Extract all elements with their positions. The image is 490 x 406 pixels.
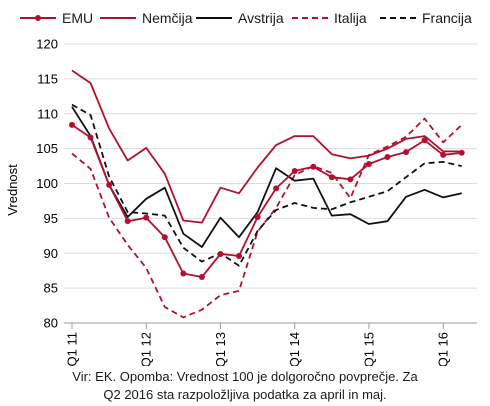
y-tick-label: 85 [44, 281, 58, 296]
legend-swatch-francija [380, 17, 416, 19]
source-note-line-2: Q2 2016 sta razpoložljiva podatka za apr… [103, 387, 387, 402]
legend-item-francija: Francija [380, 6, 472, 30]
data-point-emu [291, 167, 298, 174]
series-line-avstrija [71, 106, 462, 248]
x-axis-ticks: Q1 11 Q1 12 Q1 13 Q1 14 Q1 15 Q1 16 [65, 323, 451, 366]
legend-label-avstrija: Avstrija [238, 10, 284, 26]
source-note: Vir: EK. Opomba: Vrednost 100 je dolgoro… [0, 368, 490, 404]
data-point-emu [106, 181, 113, 188]
data-point-emu [87, 134, 94, 141]
data-point-emu [384, 153, 391, 160]
data-point-emu [458, 149, 465, 156]
legend-label-nemcija: Nemčija [142, 10, 193, 26]
x-tick-label: Q1 12 [139, 332, 154, 366]
legend-swatch-avstrija [196, 17, 232, 19]
legend-item-italija: Italija [292, 6, 367, 30]
data-point-emu [347, 176, 354, 183]
y-tick-label: 120 [36, 37, 58, 52]
data-point-emu [421, 137, 428, 144]
data-point-emu [180, 270, 187, 277]
source-note-line-1: Vir: EK. Opomba: Vrednost 100 je dolgoro… [72, 369, 418, 384]
legend-item-nemcija: Nemčija [100, 6, 193, 30]
y-tick-label: 100 [36, 176, 58, 191]
series-line-francija [71, 103, 462, 267]
data-point-emu [403, 149, 410, 156]
legend-swatch-nemcija [100, 17, 136, 19]
series-line-nem-ija [71, 69, 462, 224]
data-point-emu [143, 214, 150, 221]
x-tick-label: Q1 14 [287, 332, 302, 366]
legend-swatch-italija [292, 17, 328, 19]
legend-item-avstrija: Avstrija [196, 6, 284, 30]
legend-swatch-emu [20, 15, 56, 21]
legend-label-francija: Francija [422, 10, 472, 26]
series-line-italija [71, 117, 463, 319]
x-tick-label: Q1 13 [213, 332, 228, 366]
data-point-emu [236, 253, 243, 260]
y-axis-title: Vrednost [5, 164, 20, 216]
data-point-emu [161, 234, 168, 241]
legend-label-emu: EMU [62, 10, 94, 26]
y-tick-label: 80 [44, 316, 58, 331]
data-point-emu [310, 163, 317, 170]
legend-item-emu: EMU [20, 6, 93, 30]
data-point-emu [217, 250, 224, 257]
data-point-emu [328, 174, 335, 181]
data-point-emu [273, 185, 280, 192]
chart-gridlines [64, 43, 477, 324]
y-tick-label: 105 [36, 141, 58, 156]
y-tick-label: 110 [37, 106, 58, 121]
data-point-emu [124, 218, 131, 225]
x-tick-label: Q1 15 [361, 332, 376, 366]
data-point-emu [69, 121, 75, 128]
chart-legend: EMU Nemčija Avstrija Italija Francija [0, 6, 490, 30]
y-tick-label: 95 [44, 211, 58, 226]
y-tick-label: 90 [44, 246, 58, 261]
chart-series [69, 69, 465, 319]
y-axis-ticks: 80 85 90 95 100 105 110 115 120 [36, 37, 58, 331]
x-tick-label: Q1 11 [65, 332, 80, 366]
y-tick-label: 115 [37, 71, 58, 86]
x-tick-label: Q1 16 [436, 332, 451, 366]
data-point-emu [440, 151, 447, 158]
data-point-emu [254, 213, 261, 220]
data-point-emu [198, 273, 205, 280]
legend-label-italija: Italija [334, 10, 367, 26]
series-line-emu [71, 124, 462, 278]
data-point-emu [365, 160, 372, 167]
